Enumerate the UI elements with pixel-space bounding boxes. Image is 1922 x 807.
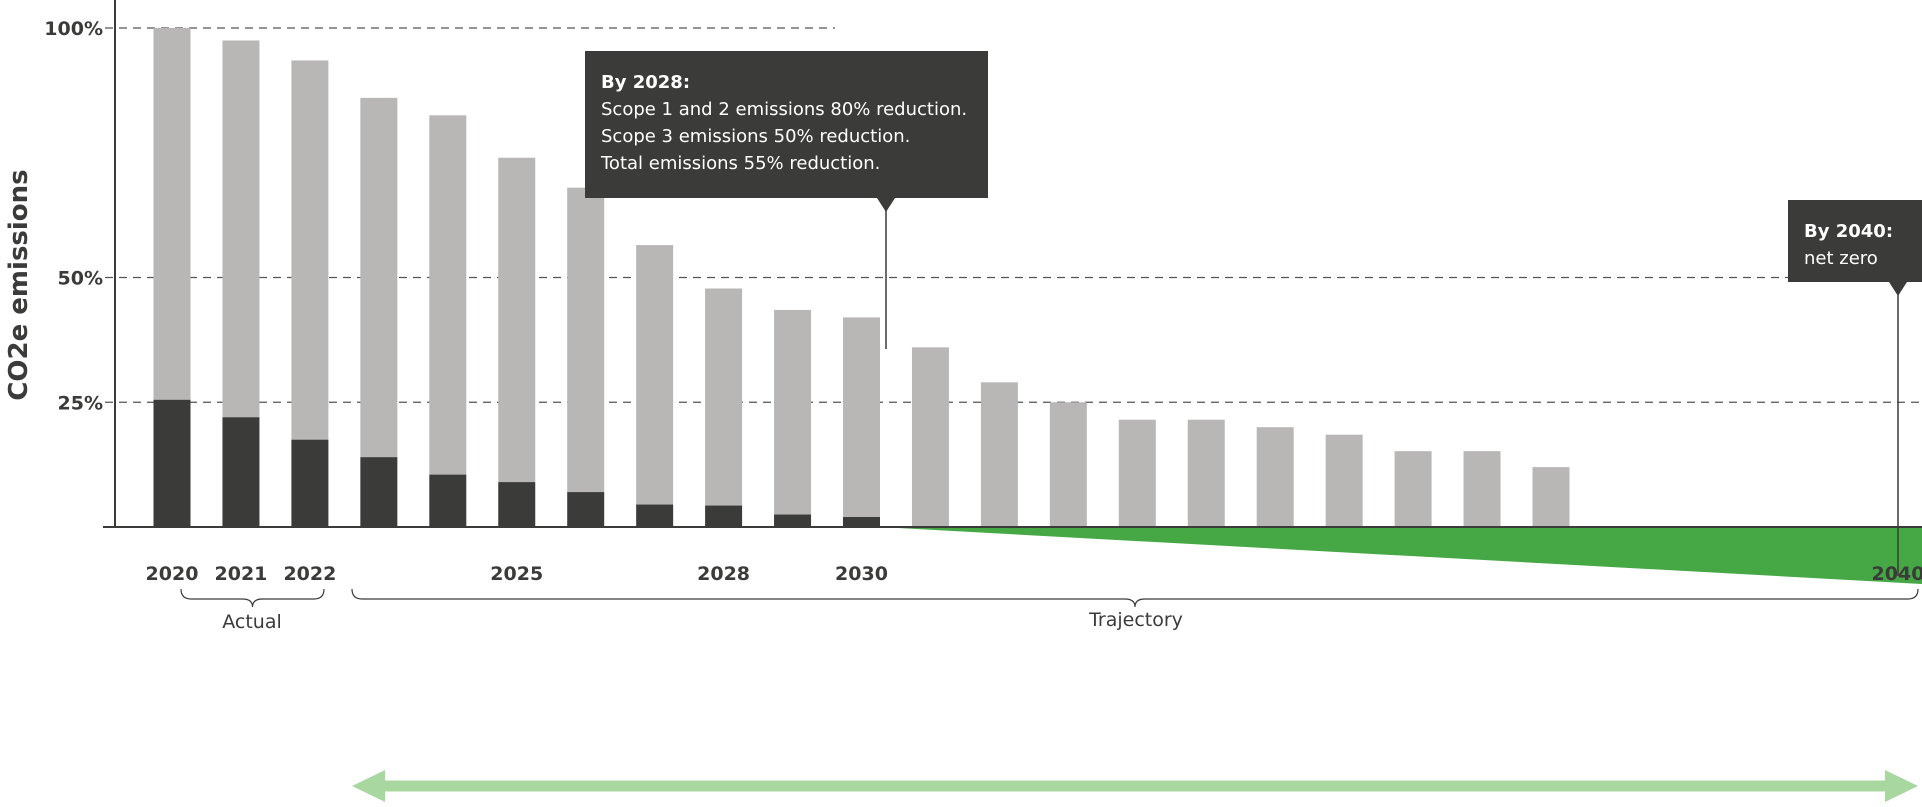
x-tick-label-2021: 2021	[215, 563, 268, 585]
callout-2028-box	[585, 51, 988, 198]
bar-light-2038	[1394, 451, 1432, 527]
x-tick-label-2020: 2020	[146, 563, 199, 585]
bar-dark-2024	[429, 474, 467, 527]
bar-light-2039	[1463, 451, 1501, 527]
bar-dark-2026	[567, 492, 605, 527]
bar-light-2040	[1532, 467, 1570, 527]
trajectory-green-wedge	[880, 527, 1922, 584]
gridlines	[105, 27, 1922, 403]
trajectory-arrow-left-head	[352, 770, 385, 802]
group-label-trajectory: Trajectory	[1088, 609, 1183, 631]
bar-dark-2029	[774, 514, 812, 527]
y-axis-title: CO2e emissions	[4, 169, 34, 400]
bar-dark-2027	[636, 504, 674, 527]
bar-light-2037	[1325, 434, 1363, 527]
bar-dark-2030	[843, 517, 880, 527]
brace-actual	[180, 588, 325, 608]
bar-light-2028	[705, 288, 743, 506]
bar-light-2032	[980, 382, 1018, 527]
bar-light-2025	[498, 157, 536, 483]
trajectory-wedge	[880, 527, 1922, 584]
bar-light-2033	[1049, 402, 1087, 527]
bar-light-2034	[1118, 419, 1156, 527]
callout-2040-pointer	[1889, 282, 1907, 296]
y-tick-label-50: 50%	[58, 268, 103, 290]
bar-light-2021	[222, 40, 260, 418]
bar-light-2026	[567, 187, 605, 493]
bar-light-2030	[843, 317, 880, 518]
bar-dark-2023	[360, 457, 398, 527]
bar-dark-2020	[153, 399, 191, 527]
brace-trajectory	[351, 588, 1919, 608]
callout-2028-pointer	[877, 198, 895, 212]
callout-2028-line-1: Scope 1 and 2 emissions 80% reduction.	[601, 99, 967, 120]
bar-light-2027	[636, 245, 674, 505]
axes	[103, 0, 1922, 528]
bar-light-2036	[1256, 427, 1294, 527]
x-tick-label-2022: 2022	[283, 563, 336, 585]
bar-light-2023	[360, 97, 398, 458]
callout-2040-line-1: net zero	[1804, 248, 1878, 269]
x-tick-label-2028: 2028	[697, 563, 750, 585]
annotations: By 2028: Scope 1 and 2 emissions 80% redu…	[585, 51, 1922, 576]
callout-2040-box	[1788, 200, 1922, 282]
labels: 25% 50% 100% CO2e emissions 2020 2021 2022 2025…	[4, 18, 1922, 802]
bar-dark-2022	[291, 439, 329, 527]
bar-dark-2021	[222, 417, 260, 527]
trajectory-arrow-right-head	[1885, 770, 1918, 802]
bar-light-2020	[153, 28, 191, 400]
y-tick-label-25: 25%	[58, 392, 103, 414]
callout-2028-line-2: Scope 3 emissions 50% reduction.	[601, 126, 910, 147]
bar-light-2035	[1187, 419, 1225, 527]
bar-light-2029	[774, 309, 812, 515]
bar-dark-2025	[498, 482, 536, 527]
bar-light-2022	[291, 60, 329, 440]
x-tick-label-2025: 2025	[490, 563, 543, 585]
callout-2040-title: By 2040:	[1804, 221, 1893, 242]
group-label-actual: Actual	[222, 611, 282, 633]
callout-2028-line-3: Total emissions 55% reduction.	[600, 153, 880, 174]
callout-2028-title: By 2028:	[601, 72, 690, 93]
x-tick-label-2040: 2040	[1872, 563, 1922, 585]
bar-dark-2028	[705, 505, 743, 527]
bars	[153, 28, 1570, 527]
bar-light-2024	[429, 115, 467, 475]
bar-light-2031	[911, 347, 949, 527]
x-tick-label-2030: 2030	[835, 563, 888, 585]
y-tick-label-100: 100%	[44, 18, 103, 40]
